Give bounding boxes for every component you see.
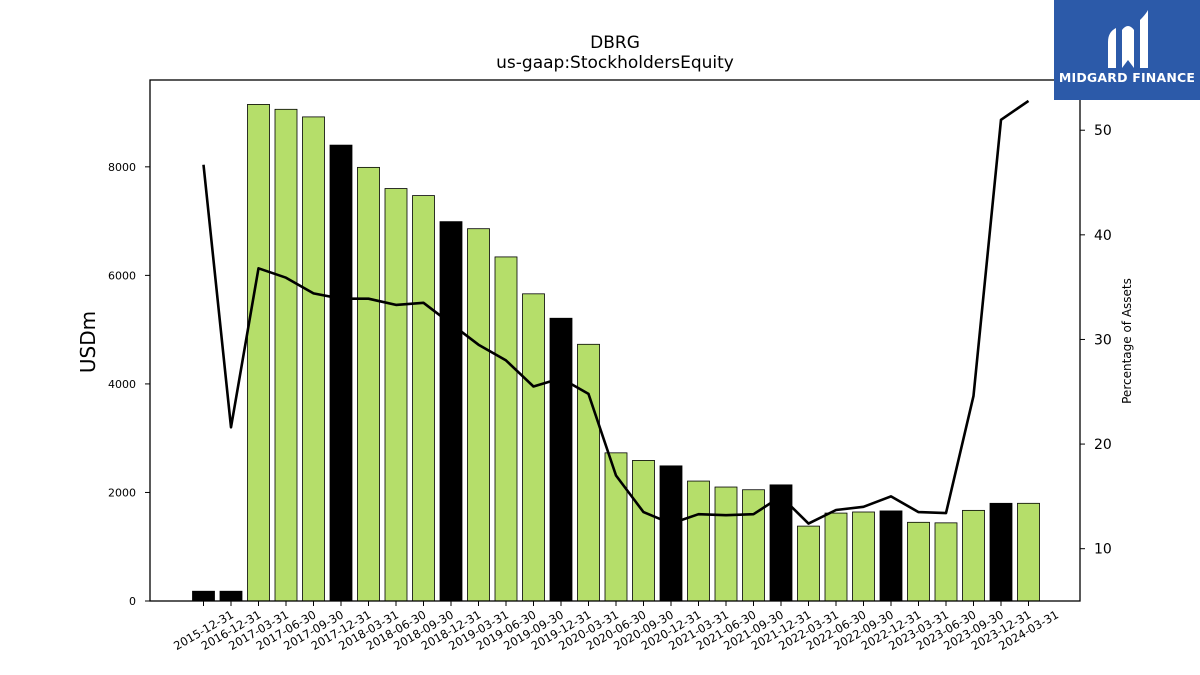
y2-tick-label: 10 <box>1094 542 1112 558</box>
bar-2023-12-31 <box>989 502 1013 602</box>
bar-2021-03-31 <box>687 480 710 602</box>
y2-axis-label: Percentage of Assets <box>1120 278 1134 404</box>
bar-2018-09-30 <box>412 195 435 602</box>
bar-2020-03-31 <box>577 343 600 602</box>
y-axis-label: USDm <box>76 311 100 373</box>
bar-2022-03-31 <box>797 525 820 602</box>
bar-2019-03-31 <box>467 228 490 602</box>
bar-2020-09-30 <box>632 460 655 602</box>
y-tick-label: 4000 <box>108 378 136 391</box>
bar-2024-03-31 <box>1017 502 1040 602</box>
y-tick-label: 8000 <box>108 161 136 174</box>
y2-tick-label: 20 <box>1094 437 1112 453</box>
y2-tick-label: 50 <box>1094 123 1112 139</box>
bar-2019-12-31 <box>549 317 573 602</box>
y-tick-label: 6000 <box>108 269 136 282</box>
bar-2017-12-31 <box>329 144 353 602</box>
bar-2022-12-31 <box>879 510 903 602</box>
brand-logo: MIDGARD FINANCE <box>1054 0 1200 100</box>
bar-2021-09-30 <box>742 489 765 602</box>
percentage-of-assets-line <box>202 99 1030 525</box>
bar-2018-12-31 <box>439 221 463 602</box>
y-tick-label: 0 <box>129 595 136 608</box>
chart-title: DBRG <box>590 33 640 53</box>
y-tick-label: 2000 <box>108 486 136 499</box>
bar-2022-09-30 <box>852 511 875 602</box>
y2-tick-label: 30 <box>1094 332 1112 348</box>
midgard-logo-icon <box>1108 10 1148 68</box>
bar-2023-09-30 <box>962 509 985 602</box>
plot-frame <box>149 79 1081 602</box>
bar-2015-12-31 <box>192 590 215 602</box>
bar-2021-06-30 <box>714 486 738 602</box>
bar-2017-03-31 <box>247 104 270 602</box>
bar-2019-06-30 <box>494 256 518 602</box>
bar-2016-12-31 <box>219 590 243 602</box>
bar-2017-06-30 <box>274 108 298 602</box>
bar-2019-09-30 <box>522 293 545 602</box>
bar-2022-06-30 <box>824 512 848 602</box>
chart-subtitle: us-gaap:StockholdersEquity <box>496 53 734 73</box>
bar-2018-06-30 <box>384 188 408 602</box>
bar-2023-03-31 <box>907 521 930 602</box>
y2-tick-label: 40 <box>1094 228 1112 244</box>
brand-name: MIDGARD FINANCE <box>1058 70 1196 85</box>
bar-2018-03-31 <box>357 166 380 602</box>
bar-2017-09-30 <box>302 116 325 602</box>
bar-2020-12-31 <box>659 465 683 602</box>
bar-2023-06-30 <box>934 522 958 602</box>
